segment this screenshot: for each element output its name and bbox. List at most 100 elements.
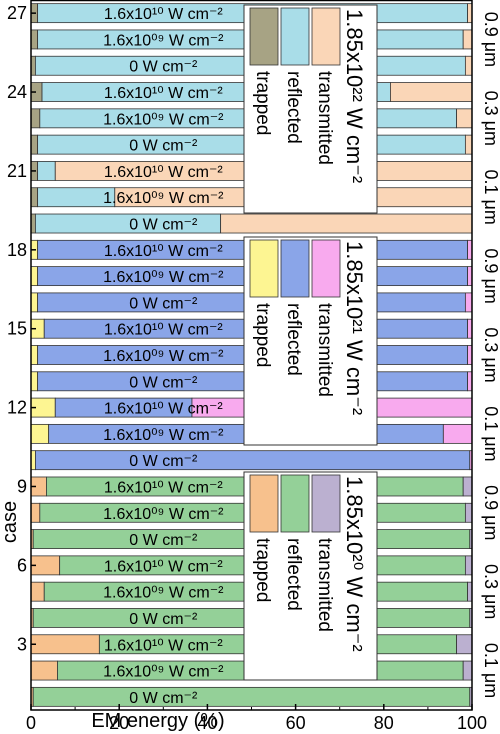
legend-title: 1.85x10²² W cm⁻² [342, 9, 367, 183]
thickness-label: 0.3 μm [481, 327, 500, 382]
legend-label-reflected: reflected [283, 71, 304, 144]
legend-swatch-trapped [249, 239, 279, 298]
legend-swatch-transmitted [311, 474, 341, 533]
bar-segment-trapped [30, 581, 45, 602]
bar-segment-trapped [30, 345, 39, 365]
y-tick-label: 6 [17, 555, 27, 575]
bar-label: 1.6x10⁰⁹ W cm⁻² [103, 427, 224, 444]
bar-label: 1.6x10¹⁰ W cm⁻² [104, 6, 224, 23]
axes-layer: 0 20 40 60 80 100 27 24 21 18 15 12 9 6 3 0.9 μm 0.3 μm 0… [7, 3, 500, 733]
bar-label: 1.6x10⁰⁹ W cm⁻² [103, 506, 224, 523]
legend-swatch-transmitted [311, 7, 341, 66]
bar-label: 1.6x10⁰⁹ W cm⁻² [103, 348, 224, 365]
bar-label: 1.6x10¹⁰ W cm⁻² [104, 243, 224, 260]
x-tick-label: 60 [286, 713, 306, 733]
legend-swatch-trapped [249, 474, 279, 533]
bar-label: 0 W cm⁻² [129, 453, 198, 470]
thickness-label: 0.9 μm [481, 12, 500, 67]
legend-label-transmitted: transmitted [314, 303, 335, 397]
bar-segment-transmitted [442, 423, 473, 444]
x-tick-label: 100 [457, 713, 487, 733]
bar-label: 0 W cm⁻² [129, 217, 198, 234]
bar-label: 1.6x10⁰⁹ W cm⁻² [103, 269, 224, 286]
bar-label: 1.6x10¹⁰ W cm⁻² [104, 85, 224, 102]
bar-segment-transmitted [462, 29, 473, 50]
bar-segment-trapped [30, 634, 100, 655]
legend-label-reflected: reflected [283, 303, 304, 376]
bar-label: 1.6x10¹⁰ W cm⁻² [104, 637, 224, 654]
legend-swatch-transmitted [311, 239, 341, 298]
legend-label-transmitted: transmitted [314, 71, 335, 165]
legend-swatch-reflected [280, 7, 310, 66]
bar-segment-reflected [32, 686, 471, 707]
y-tick-label: 3 [17, 634, 27, 654]
y-tick-label: 9 [17, 476, 27, 496]
legend-box-1e20: trapped reflected transmitted 1.85x10²⁰ W c… [243, 471, 378, 681]
x-tick-label: 20 [109, 713, 129, 733]
x-tick-label: 40 [197, 713, 217, 733]
legend-title: 1.85x10²¹ W cm⁻² [342, 241, 367, 415]
bar-segment-transmitted [462, 660, 473, 681]
y-tick-label: 15 [7, 319, 27, 339]
bar-row-case-1: 0 W cm⁻² [30, 686, 473, 707]
thickness-label: 0.1 μm [481, 170, 500, 225]
bar-segment-transmitted [464, 134, 473, 155]
legend-label-trapped: trapped [252, 303, 273, 367]
bar-segment-reflected [37, 161, 56, 181]
bar-segment-transmitted [456, 634, 473, 655]
bar-label: 1.6x10¹⁰ W cm⁻² [104, 164, 224, 181]
thickness-label: 0.9 μm [481, 485, 500, 540]
bar-label: 0 W cm⁻² [129, 374, 198, 391]
legends-layer: trapped reflected transmitted 1.85x10²² W c… [243, 4, 378, 681]
legend-label-trapped: trapped [252, 71, 273, 135]
bar-label: 1.6x10¹⁰ W cm⁻² [104, 479, 224, 496]
bar-label: 1.6x10⁰⁹ W cm⁻² [103, 664, 224, 681]
x-axis-title: EM energy (%) [91, 710, 224, 732]
thickness-label: 0.1 μm [481, 643, 500, 698]
thickness-label: 0.3 μm [481, 91, 500, 146]
bar-label: 1.6x10⁰⁹ W cm⁻² [103, 32, 224, 49]
legend-box-1e22: trapped reflected transmitted 1.85x10²² W c… [243, 4, 378, 214]
bar-segment-transmitted [390, 82, 473, 102]
x-tick-label: 80 [374, 713, 394, 733]
bar-label: 0 W cm⁻² [129, 138, 198, 155]
bar-label: 1.6x10¹⁰ W cm⁻² [104, 558, 224, 575]
y-tick-label: 24 [7, 82, 27, 102]
bar-segment-reflected [35, 450, 471, 471]
bar-segment-trapped [30, 292, 39, 313]
bar-label: 0 W cm⁻² [129, 532, 198, 549]
bar-segment-transmitted [456, 108, 473, 129]
bar-segment-transmitted [464, 502, 473, 523]
bar-row-case-19: 0 W cm⁻² [30, 213, 473, 234]
x-tick-label: 0 [26, 713, 36, 733]
bar-row-case-10: 0 W cm⁻² [30, 450, 473, 471]
bar-label: 0 W cm⁻² [129, 59, 198, 76]
bar-segment-trapped [30, 187, 39, 208]
bar-segment-trapped [30, 266, 39, 287]
thickness-label: 0.9 μm [481, 248, 500, 303]
bar-segment-trapped [30, 423, 50, 444]
legend-label-transmitted: transmitted [314, 538, 335, 632]
y-tick-label: 12 [7, 398, 27, 418]
legend-title: 1.85x10²⁰ W cm⁻² [342, 476, 367, 652]
thickness-label: 0.1 μm [481, 406, 500, 461]
y-tick-label: 21 [7, 161, 27, 181]
bar-segment-transmitted [464, 55, 473, 76]
legend-label-trapped: trapped [252, 538, 273, 602]
bar-segment-trapped [30, 660, 58, 681]
bar-segment-trapped [30, 29, 39, 50]
legend-swatch-reflected [280, 474, 310, 533]
bar-label: 1.6x10⁰⁹ W cm⁻² [103, 585, 224, 602]
y-axis-title: case [0, 501, 21, 543]
bar-segment-transmitted [464, 555, 473, 576]
bar-label: 0 W cm⁻² [129, 690, 198, 707]
bar-label: 0 W cm⁻² [129, 295, 198, 312]
y-tick-label: 18 [7, 240, 27, 260]
bar-segment-transmitted [220, 213, 473, 234]
bar-label: 0 W cm⁻² [129, 611, 198, 628]
legend-swatch-reflected [280, 239, 310, 298]
legend-label-reflected: reflected [283, 538, 304, 611]
bar-segment-trapped [30, 502, 41, 523]
bar-label: 1.6x10¹⁰ W cm⁻² [104, 322, 224, 339]
